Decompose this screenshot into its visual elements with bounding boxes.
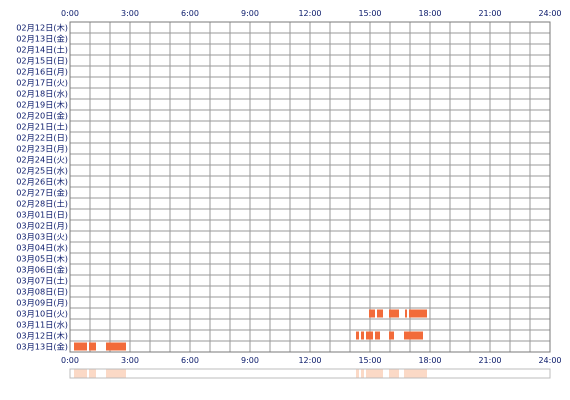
row-label: 03月05日(木)	[16, 254, 68, 264]
summary-bar	[389, 369, 394, 378]
row-label: 02月26日(木)	[16, 177, 68, 187]
row-label: 03月07日(土)	[16, 276, 68, 286]
labels-layer: 0:00 0:00 3:00 3:00 6:00 6:00 9:00 9:00 12:00 12:…	[16, 9, 561, 365]
summary-bar	[74, 369, 87, 378]
row-label: 03月08日(日)	[16, 287, 68, 297]
row-label: 02月28日(土)	[16, 199, 68, 209]
activity-bar	[389, 309, 399, 318]
row-label: 02月16日(月)	[16, 67, 68, 77]
summary-bar	[375, 369, 380, 378]
x-tick-label-bottom: 24:00	[538, 356, 561, 365]
x-tick-label-top: 24:00	[538, 9, 561, 18]
x-tick-label-bottom: 21:00	[478, 356, 501, 365]
row-label: 02月24日(火)	[16, 155, 68, 165]
activity-bar	[369, 309, 375, 318]
row-label: 02月25日(水)	[16, 166, 68, 176]
activity-bar	[405, 309, 407, 318]
activity-bar	[89, 342, 96, 351]
plot-frame	[69, 21, 551, 353]
activity-bar	[106, 342, 126, 351]
row-label: 02月13日(金)	[16, 34, 68, 44]
activity-bar	[74, 342, 87, 351]
row-label: 02月20日(金)	[16, 111, 68, 121]
summary-bar	[356, 369, 359, 378]
summary-strip	[69, 368, 551, 379]
summary-bar	[404, 369, 423, 378]
x-tick-label-top: 6:00	[181, 9, 199, 18]
activity-bar	[361, 331, 364, 340]
row-label: 03月11日(水)	[16, 320, 68, 330]
x-tick-label-top: 21:00	[478, 9, 501, 18]
summary-bar	[361, 369, 364, 378]
row-label: 03月12日(木)	[16, 331, 68, 341]
row-label: 03月02日(月)	[16, 221, 68, 231]
x-tick-label-bottom: 0:00	[61, 356, 79, 365]
x-tick-label-top: 18:00	[418, 9, 441, 18]
summary-bar	[89, 369, 96, 378]
row-label: 02月21日(土)	[16, 122, 68, 132]
activity-bar	[377, 309, 383, 318]
x-tick-label-top: 0:00	[61, 9, 79, 18]
row-label: 03月06日(金)	[16, 265, 68, 275]
x-tick-label-bottom: 18:00	[418, 356, 441, 365]
activity-bar	[375, 331, 380, 340]
row-label: 02月27日(金)	[16, 188, 68, 198]
row-label: 02月17日(火)	[16, 78, 68, 88]
x-tick-label-bottom: 15:00	[358, 356, 381, 365]
row-label: 03月09日(月)	[16, 298, 68, 308]
row-label: 02月18日(水)	[16, 89, 68, 99]
summary-bar	[106, 369, 126, 378]
row-label: 02月14日(土)	[16, 45, 68, 55]
row-label: 02月23日(月)	[16, 144, 68, 154]
x-tick-label-top: 3:00	[121, 9, 139, 18]
x-tick-label-top: 12:00	[298, 9, 321, 18]
activity-bar	[366, 331, 373, 340]
summary-bar	[366, 369, 373, 378]
row-label: 03月13日(金)	[16, 342, 68, 352]
x-tick-label-bottom: 12:00	[298, 356, 321, 365]
activity-bar	[404, 331, 423, 340]
x-tick-label-top: 9:00	[241, 9, 259, 18]
row-label: 03月03日(火)	[16, 232, 68, 242]
row-label: 02月15日(日)	[16, 56, 68, 66]
activity-bars-layer	[69, 309, 551, 379]
row-label: 03月04日(水)	[16, 243, 68, 253]
x-tick-label-bottom: 6:00	[181, 356, 199, 365]
row-label: 03月10日(火)	[16, 309, 68, 319]
activity-bar	[356, 331, 359, 340]
activity-bar	[389, 331, 394, 340]
row-label: 02月22日(日)	[16, 133, 68, 143]
x-tick-label-bottom: 3:00	[121, 356, 139, 365]
row-label: 02月12日(木)	[16, 23, 68, 33]
row-label: 03月01日(日)	[16, 210, 68, 220]
row-label: 02月19日(木)	[16, 100, 68, 110]
grid-layer	[69, 21, 551, 353]
activity-bar	[409, 309, 427, 318]
x-tick-label-bottom: 9:00	[241, 356, 259, 365]
x-tick-label-top: 15:00	[358, 9, 381, 18]
